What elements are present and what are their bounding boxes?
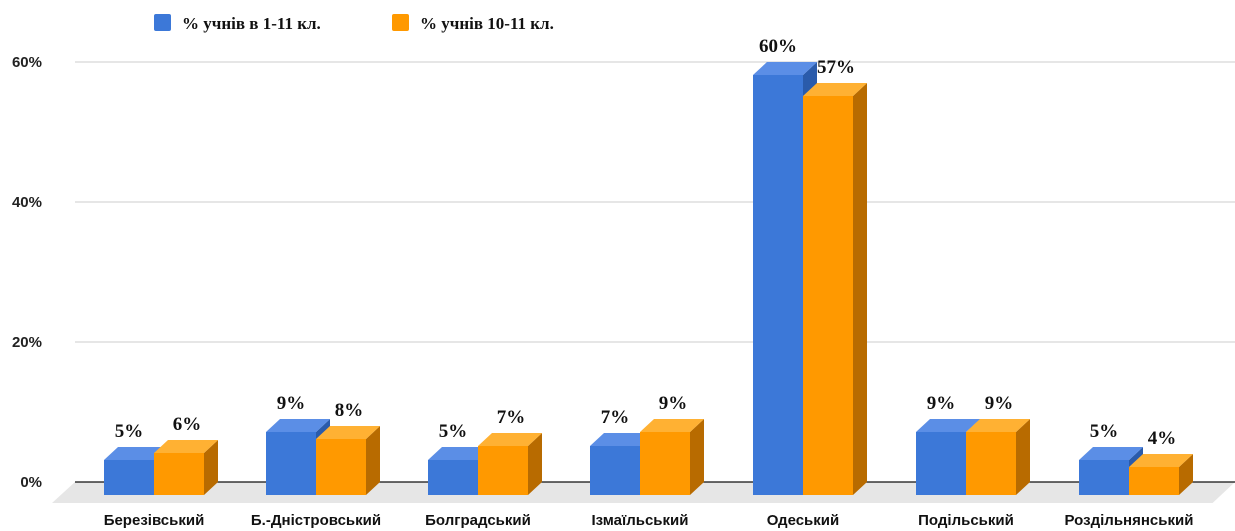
data-label: 9% xyxy=(985,393,1014,414)
x-tick-label: Одеський xyxy=(767,512,839,529)
data-label: 4% xyxy=(1148,428,1177,449)
bar xyxy=(478,433,542,495)
x-tick-label: Ізмаїльський xyxy=(592,512,689,529)
x-tick-label: Подільський xyxy=(918,512,1014,529)
data-label: 9% xyxy=(277,393,306,414)
legend-label: % учнів в 1-11 кл. xyxy=(182,14,321,33)
x-tick-label: Б.-Дністровський xyxy=(251,512,381,529)
bar xyxy=(640,419,704,495)
x-tick-label: Роздільнянський xyxy=(1065,512,1194,529)
y-tick-label: 0% xyxy=(20,474,42,491)
legend-label: % учнів 10-11 кл. xyxy=(420,14,554,33)
data-label: 57% xyxy=(817,57,855,78)
bar xyxy=(1129,454,1193,495)
bar xyxy=(316,426,380,495)
y-tick-label: 20% xyxy=(12,334,42,351)
data-label: 7% xyxy=(601,407,630,428)
x-tick-label: Березівський xyxy=(104,512,205,529)
x-tick-label: Болградський xyxy=(425,512,531,529)
data-label: 5% xyxy=(1090,421,1119,442)
data-label: 6% xyxy=(173,414,202,435)
data-label: 9% xyxy=(927,393,956,414)
legend-swatch xyxy=(154,14,171,31)
data-label: 7% xyxy=(497,407,526,428)
data-label: 5% xyxy=(439,421,468,442)
legend-swatch xyxy=(392,14,409,31)
bar xyxy=(154,440,218,495)
data-label: 9% xyxy=(659,393,688,414)
bar xyxy=(803,83,867,495)
data-label: 60% xyxy=(759,36,797,57)
bar xyxy=(966,419,1030,495)
data-label: 5% xyxy=(115,421,144,442)
y-tick-label: 40% xyxy=(12,194,42,211)
y-tick-label: 60% xyxy=(12,54,42,71)
data-label: 8% xyxy=(335,400,364,421)
